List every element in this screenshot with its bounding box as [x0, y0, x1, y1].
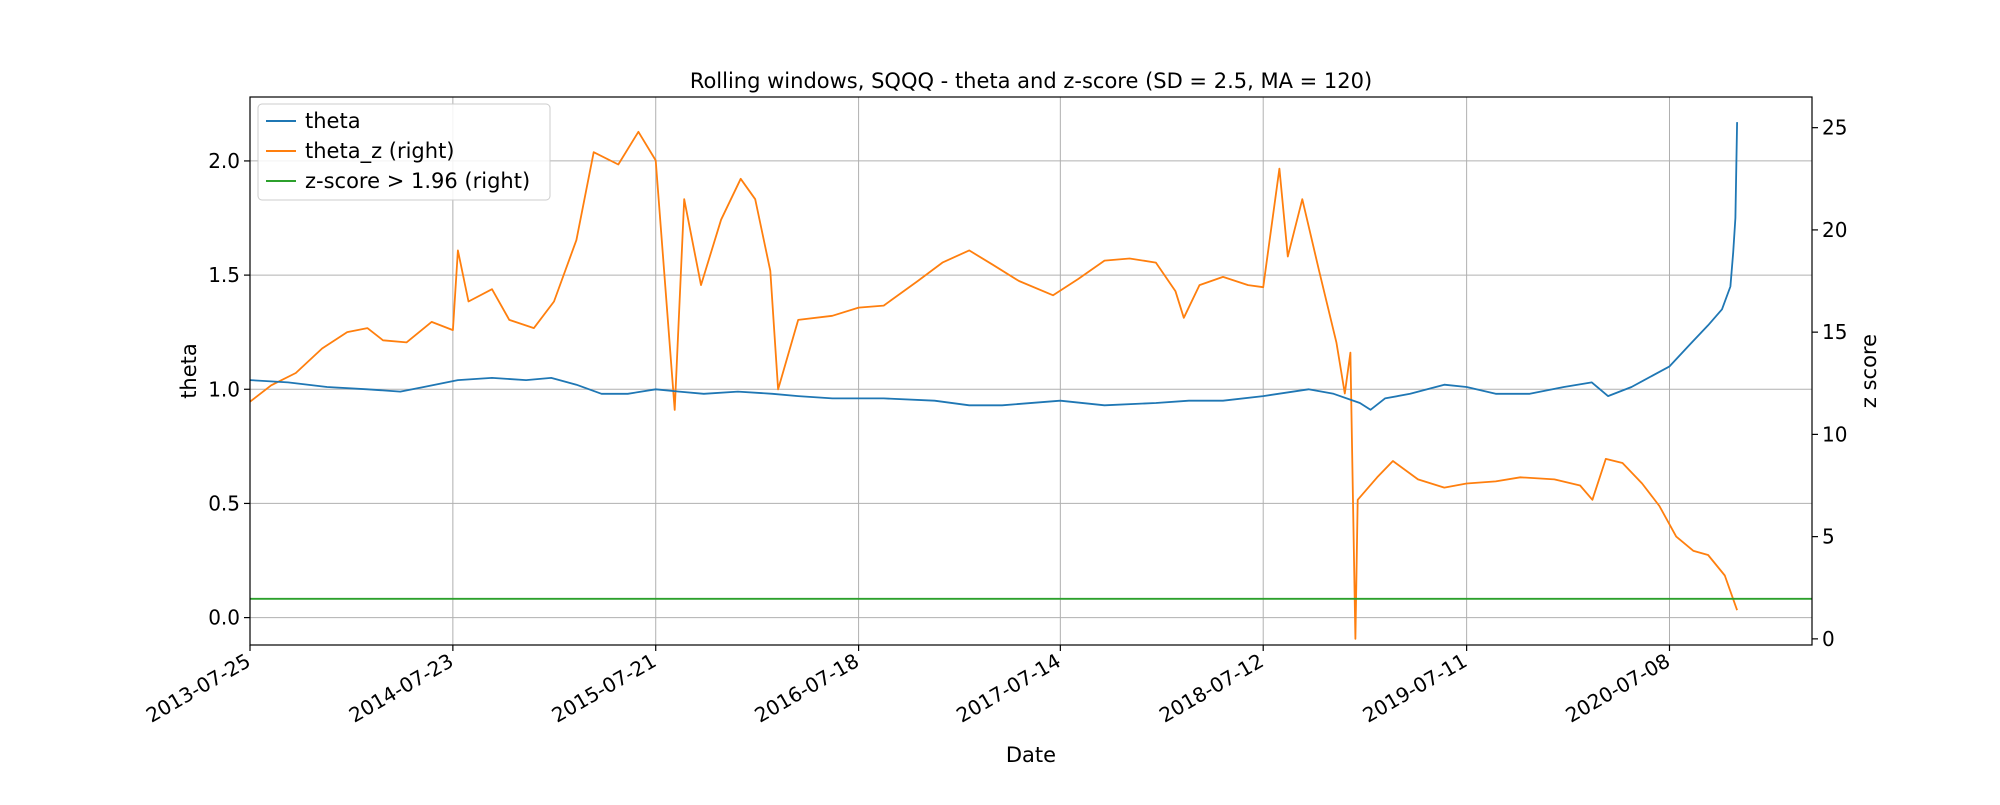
y-tick-label: 0.0: [208, 606, 240, 630]
series-layer: [249, 122, 1812, 640]
y-axis-right-label: z score: [1857, 334, 1881, 408]
y-tick-label: 1.5: [208, 263, 240, 287]
x-axis-label: Date: [1006, 743, 1056, 767]
y-right-tick-label: 10: [1822, 422, 1847, 446]
legend-label-z-threshold: z-score > 1.96 (right): [305, 169, 530, 193]
series-line-theta-z-right: [249, 130, 1738, 640]
legend-label-theta: theta: [305, 109, 361, 133]
y-tick-label: 1.0: [208, 377, 240, 401]
series-line-theta: [249, 122, 1738, 411]
y-right-tick-label: 15: [1822, 320, 1847, 344]
y-right-tick-label: 5: [1822, 525, 1835, 549]
y-tick-label: 0.5: [208, 491, 240, 515]
legend-box: [257, 103, 551, 201]
legend: theta theta_z (right) z-score > 1.96 (ri…: [257, 103, 551, 201]
chart-title: Rolling windows, SQQQ - theta and z-scor…: [690, 69, 1372, 93]
y-right-tick-label: 25: [1822, 116, 1847, 140]
y-right-tick-label: 0: [1822, 627, 1835, 651]
plot-frame: [249, 96, 1813, 646]
y-right-tick-label: 20: [1822, 218, 1847, 242]
y-axis-label: theta: [177, 343, 201, 399]
y-tick-label: 2.0: [208, 149, 240, 173]
legend-label-theta-z: theta_z (right): [305, 139, 455, 164]
